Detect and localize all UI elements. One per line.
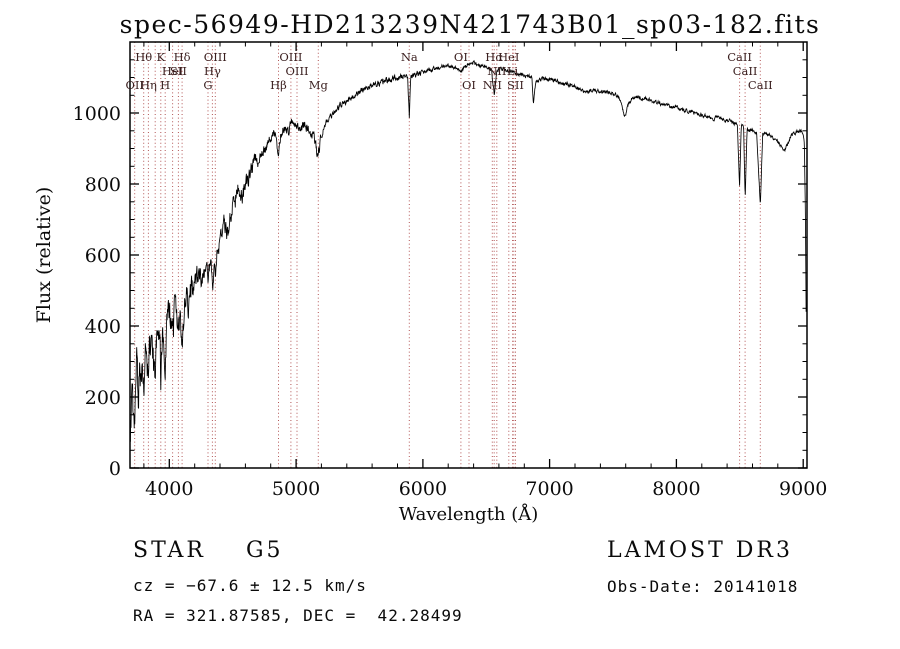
spectral-line-label: Hθ: [135, 50, 152, 64]
x-axis-label: Wavelength (Å): [398, 504, 539, 525]
spectral-line-label: SII: [170, 64, 187, 78]
spectral-line-label: Hγ: [204, 64, 221, 78]
spectrum-trace: [129, 59, 807, 442]
y-tick-label: 1000: [73, 103, 121, 125]
spectral-line-label: G: [203, 78, 212, 92]
cz-value: cz = −67.6 ± 12.5 km/s: [133, 576, 367, 595]
spectral-line-label: K: [157, 50, 166, 64]
x-tick-label: 7000: [525, 478, 573, 500]
ra-dec-value: RA = 321.87585, DEC = 42.28499: [133, 606, 463, 625]
spectral-line-label: OI: [454, 50, 468, 64]
spectral-line-label: OII: [125, 78, 144, 92]
spectral-line-label: H: [160, 78, 170, 92]
spectral-line-label: Li: [507, 64, 519, 78]
spectral-line-label: NII: [487, 64, 506, 78]
spectral-line-label: OIII: [285, 64, 308, 78]
spectral-line-label: CaII: [733, 64, 758, 78]
obs-date-value: Obs-Date: 20141018: [607, 577, 799, 596]
spectral-line-label: OIII: [204, 50, 227, 64]
classification-label: STAR G5: [133, 538, 284, 563]
spectral-line-label: Mg: [309, 78, 329, 92]
spectral-line-label: CaII: [748, 78, 773, 92]
spectral-line-label: Hα: [485, 50, 503, 64]
y-tick-label: 800: [85, 174, 121, 196]
x-tick-label: 8000: [652, 478, 700, 500]
plot-title: spec-56949-HD213239N421743B01_sp03-182.f…: [119, 10, 821, 39]
spectral-line-label: Hη: [140, 78, 157, 92]
spectral-line-label: OIII: [279, 50, 302, 64]
y-tick-label: 400: [85, 316, 121, 338]
spectral-line-label: SII: [507, 78, 524, 92]
y-axis-label: Flux (relative): [33, 186, 55, 324]
y-tick-label: 0: [109, 458, 121, 480]
spectral-line-label: Hδ: [174, 50, 191, 64]
spectral-line-label: OI: [462, 78, 476, 92]
x-tick-label: 6000: [399, 478, 447, 500]
x-tick-label: 5000: [272, 478, 320, 500]
y-tick-label: 600: [85, 245, 121, 267]
survey-label: LAMOST DR3: [607, 538, 793, 563]
spectral-line-label: HeI: [498, 50, 519, 64]
spectral-line-label: Hβ: [270, 78, 287, 92]
spectral-line-label: CaII: [727, 50, 752, 64]
spectral-line-label: NII: [483, 78, 502, 92]
spectral-line-label: Na: [401, 50, 418, 64]
y-tick-label: 200: [85, 387, 121, 409]
x-tick-label: 9000: [779, 478, 827, 500]
spectral-line-label: HeI: [162, 64, 183, 78]
x-tick-label: 4000: [145, 478, 193, 500]
